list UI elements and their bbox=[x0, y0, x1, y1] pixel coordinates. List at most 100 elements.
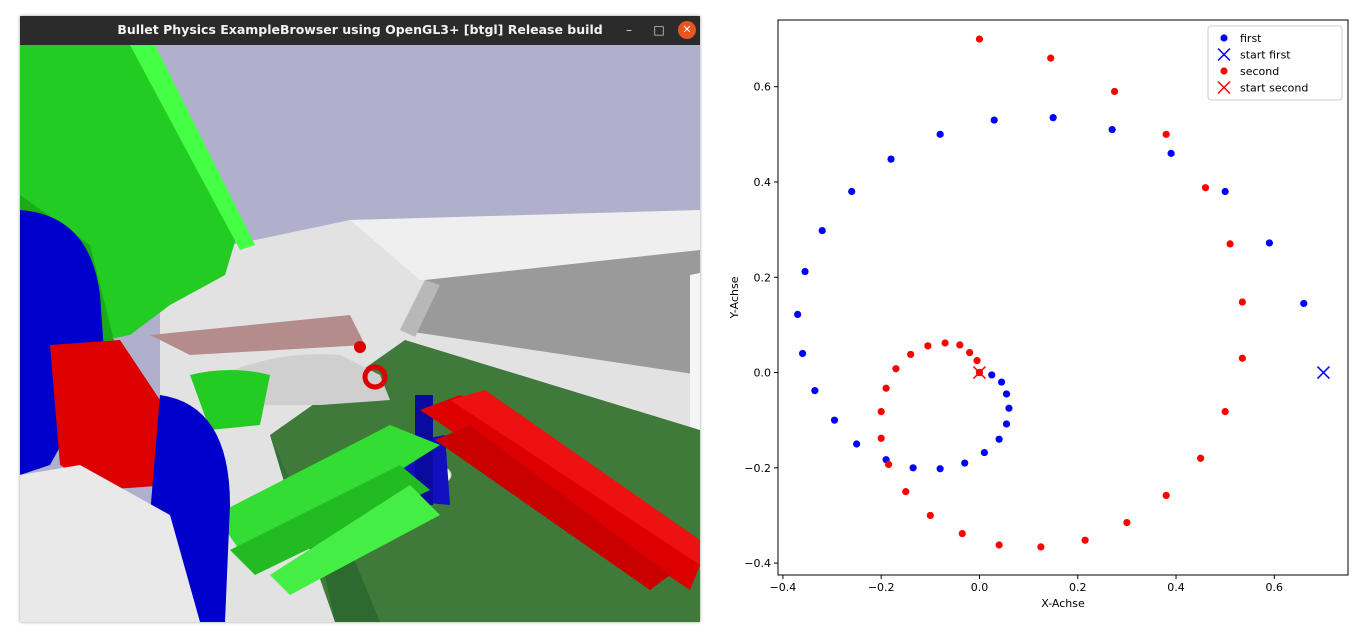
maximize-button[interactable]: □ bbox=[653, 23, 665, 37]
first-point bbox=[1300, 299, 1308, 308]
legend-marker bbox=[1220, 34, 1228, 42]
first-point bbox=[961, 459, 969, 467]
legend-marker bbox=[1217, 80, 1231, 95]
second-point bbox=[907, 350, 915, 359]
legend-entry: start second bbox=[1240, 82, 1308, 95]
first-point bbox=[936, 130, 944, 138]
x-tick-label: 0.2 bbox=[1069, 581, 1087, 594]
start-first-point bbox=[1316, 366, 1330, 380]
palm-plate bbox=[150, 315, 365, 355]
table-top bbox=[270, 340, 700, 622]
second-point bbox=[1221, 407, 1229, 416]
x-tick-label: −0.4 bbox=[770, 581, 797, 594]
second-point bbox=[1201, 184, 1210, 192]
legend-entry: start first bbox=[1240, 49, 1291, 62]
close-button[interactable]: ✕ bbox=[678, 21, 696, 39]
first-point bbox=[818, 226, 826, 235]
x-axis-label: X-Achse bbox=[1041, 597, 1085, 610]
y-axis-label: Y-Achse bbox=[728, 276, 741, 319]
x-tick-label: 0.4 bbox=[1167, 581, 1185, 594]
x-tick-label: −0.2 bbox=[868, 581, 895, 594]
first-point bbox=[997, 378, 1006, 386]
first-point bbox=[1002, 420, 1011, 428]
second-point bbox=[1226, 240, 1234, 248]
data-points bbox=[794, 35, 1330, 551]
green-wrist bbox=[190, 370, 270, 430]
y-axis-ticks: −0.4 −0.2 0.0 0.2 0.4 0.6 bbox=[744, 81, 778, 570]
legend-box bbox=[1207, 25, 1343, 101]
first-point bbox=[936, 465, 944, 473]
second-point bbox=[958, 529, 966, 538]
second-point bbox=[892, 365, 900, 373]
second-point bbox=[1110, 87, 1119, 96]
red-finger-bars-3 bbox=[450, 390, 700, 565]
legend-entry: first bbox=[1240, 32, 1262, 45]
robot-arm-blue bbox=[20, 210, 105, 475]
window-titlebar[interactable]: Bullet Physics ExampleBrowser using Open… bbox=[20, 16, 700, 45]
x-tick-label: 0.0 bbox=[971, 581, 989, 594]
second-point bbox=[926, 511, 934, 520]
y-tick-label: 0.0 bbox=[754, 367, 772, 380]
first-point bbox=[1221, 187, 1229, 196]
legend-entry: second bbox=[1240, 65, 1279, 78]
legend-marker bbox=[1217, 47, 1231, 62]
first-point bbox=[830, 416, 839, 424]
y-tick-label: 0.2 bbox=[754, 271, 772, 284]
first-point bbox=[1108, 125, 1116, 134]
first-point bbox=[995, 435, 1003, 443]
second-point bbox=[882, 384, 890, 392]
second-point bbox=[877, 434, 885, 442]
second-point bbox=[975, 35, 984, 43]
second-point bbox=[1037, 543, 1045, 551]
first-point bbox=[811, 387, 819, 395]
first-point bbox=[980, 448, 988, 457]
robot-arm-highlight bbox=[130, 45, 255, 250]
second-point bbox=[995, 541, 1003, 549]
red-finger-bars-2 bbox=[435, 425, 670, 590]
first-point bbox=[1049, 114, 1057, 122]
legend: first start first second start second bbox=[1207, 25, 1343, 101]
trajectory-plot: −0.4 −0.2 0.0 0.2 0.4 0.6 −0.4 −0.2 0.0 0.2 0.4 0.… bbox=[700, 0, 1365, 631]
second-point bbox=[1047, 54, 1055, 62]
second-point bbox=[1081, 536, 1089, 544]
first-point bbox=[853, 440, 861, 448]
green-finger-bars-2 bbox=[230, 465, 430, 575]
first-point bbox=[988, 371, 996, 379]
box-wall bbox=[400, 250, 700, 375]
first-point bbox=[1002, 390, 1011, 398]
second-point bbox=[973, 357, 981, 365]
second-point bbox=[956, 341, 964, 349]
y-tick-label: 0.6 bbox=[754, 81, 772, 94]
second-point bbox=[902, 488, 910, 496]
box-edge bbox=[400, 280, 440, 337]
first-point bbox=[887, 155, 895, 163]
first-point bbox=[798, 349, 807, 358]
y-tick-label: −0.2 bbox=[744, 462, 771, 475]
first-point bbox=[848, 187, 856, 196]
second-point bbox=[884, 460, 893, 469]
first-point bbox=[801, 267, 809, 276]
x-axis-ticks: −0.4 −0.2 0.0 0.2 0.4 0.6 bbox=[770, 575, 1283, 594]
robot-base-white bbox=[20, 465, 200, 622]
second-point bbox=[1196, 454, 1205, 462]
minimize-button[interactable]: – bbox=[626, 23, 632, 37]
second-point bbox=[1162, 491, 1170, 500]
first-point bbox=[990, 116, 998, 124]
app-window: Bullet Physics ExampleBrowser using Open… bbox=[20, 16, 700, 622]
second-point bbox=[877, 407, 885, 416]
second-point bbox=[924, 342, 932, 350]
second-point bbox=[1123, 518, 1131, 527]
second-point bbox=[966, 348, 974, 357]
second-point bbox=[1238, 298, 1246, 306]
second-point bbox=[1238, 354, 1246, 362]
first-point bbox=[1167, 149, 1175, 157]
3d-viewport[interactable] bbox=[20, 45, 700, 622]
first-point bbox=[794, 310, 802, 319]
green-finger-bars-3 bbox=[270, 485, 440, 595]
right-wall-edge bbox=[690, 273, 700, 465]
axes-frame bbox=[777, 19, 1349, 576]
red-fingertip bbox=[354, 341, 366, 353]
robot-arm-red bbox=[50, 340, 190, 490]
scatter-chart: −0.4 −0.2 0.0 0.2 0.4 0.6 −0.4 −0.2 0.0 0.2 0.4 0.… bbox=[728, 19, 1349, 610]
second-point bbox=[941, 339, 949, 347]
